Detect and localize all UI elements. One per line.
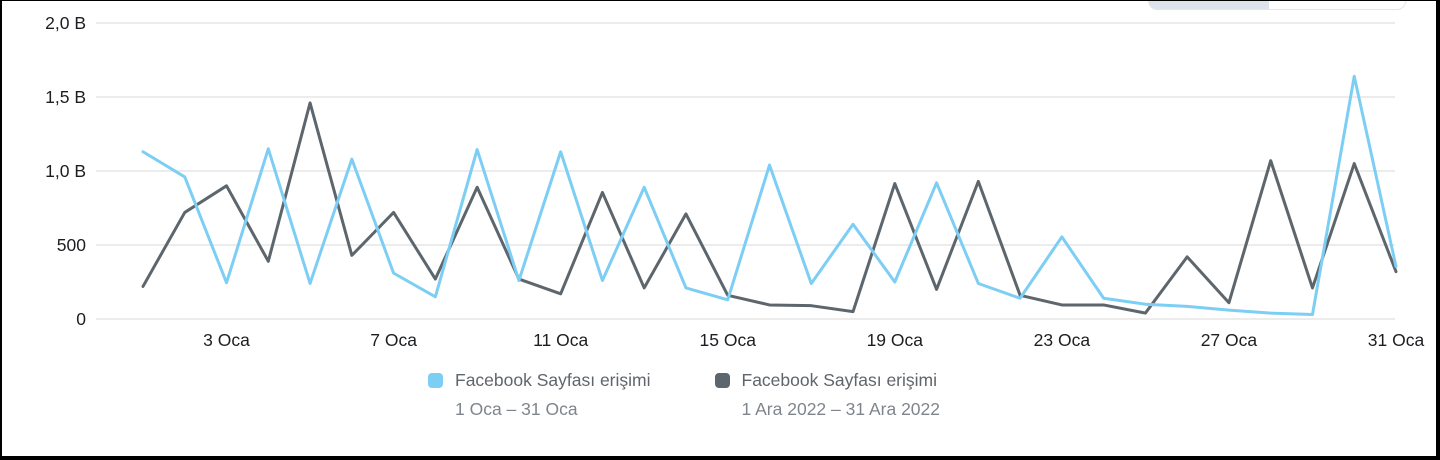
series-line-current[interactable] (141, 74, 1398, 317)
legend-item-current-period[interactable]: Facebook Sayfası erişimi 1 Oca – 31 Oca (428, 370, 651, 419)
x-axis-tick-label: 23 Oca (1034, 330, 1091, 350)
y-axis-tick-label: 0 (76, 309, 86, 329)
legend-item-comparison-period[interactable]: Facebook Sayfası erişimi 1 Ara 2022 – 31… (714, 370, 941, 419)
legend-label: Facebook Sayfası erişimi (741, 370, 938, 390)
x-axis-tick-label: 27 Oca (1201, 330, 1258, 350)
chart-legend: Facebook Sayfası erişimi 1 Oca – 31 Oca … (2, 370, 1436, 419)
y-axis-tick-label: 2,0 B (45, 13, 86, 33)
x-axis-tick-label: 15 Oca (700, 330, 757, 350)
y-axis-tick-label: 1,5 B (45, 87, 86, 107)
x-axis-tick-label: 11 Oca (533, 330, 588, 350)
legend-swatch-blue (428, 373, 443, 388)
x-axis-tick-label: 31 Oca (1368, 330, 1425, 350)
y-axis-tick-label: 1,0 B (45, 161, 86, 181)
legend-period: 1 Oca – 31 Oca (455, 399, 578, 419)
toggle-option-selected[interactable] (1149, 1, 1269, 9)
x-axis-tick-label: 7 Oca (370, 330, 417, 350)
x-axis-tick-label: 3 Oca (203, 330, 250, 350)
legend-label: Facebook Sayfası erişimi (455, 370, 651, 390)
x-axis-tick-label: 19 Oca (867, 330, 924, 350)
y-axis-tick-label: 500 (57, 235, 86, 255)
legend-period: 1 Ara 2022 – 31 Ara 2022 (741, 399, 941, 419)
legend-swatch-gray (714, 373, 730, 388)
series-line-comparison[interactable] (141, 101, 1398, 315)
